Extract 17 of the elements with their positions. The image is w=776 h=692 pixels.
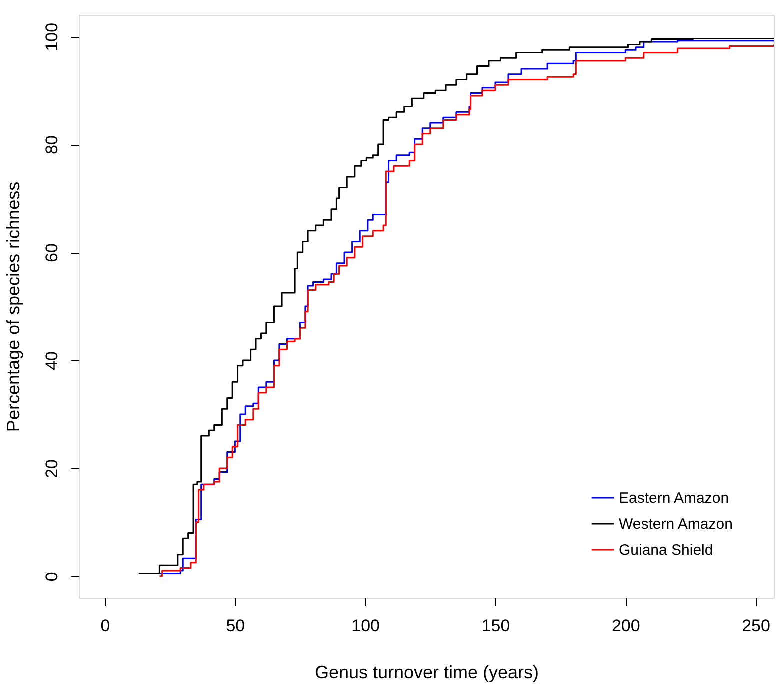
x-tick-label: 150	[482, 616, 510, 636]
legend-label: Western Amazon	[619, 516, 733, 533]
legend-label: Eastern Amazon	[619, 490, 730, 507]
y-tick-label: 40	[42, 352, 62, 370]
x-tick-label: 50	[226, 616, 246, 636]
y-tick-label: 80	[42, 136, 62, 155]
x-axis-title: Genus turnover time (years)	[314, 662, 540, 682]
y-tick-label: 100	[42, 22, 62, 52]
x-tick-label: 250	[742, 616, 770, 636]
x-tick-label: 200	[612, 616, 640, 636]
y-tick-label: 0	[42, 572, 62, 582]
x-tick-label: 100	[352, 616, 380, 636]
y-tick-label: 60	[42, 244, 62, 262]
y-axis-title: Percentage of species richness	[4, 182, 24, 432]
x-tick-label: 0	[100, 616, 110, 636]
y-tick-label: 20	[42, 459, 62, 478]
legend-label: Guiana Shield	[619, 542, 714, 559]
